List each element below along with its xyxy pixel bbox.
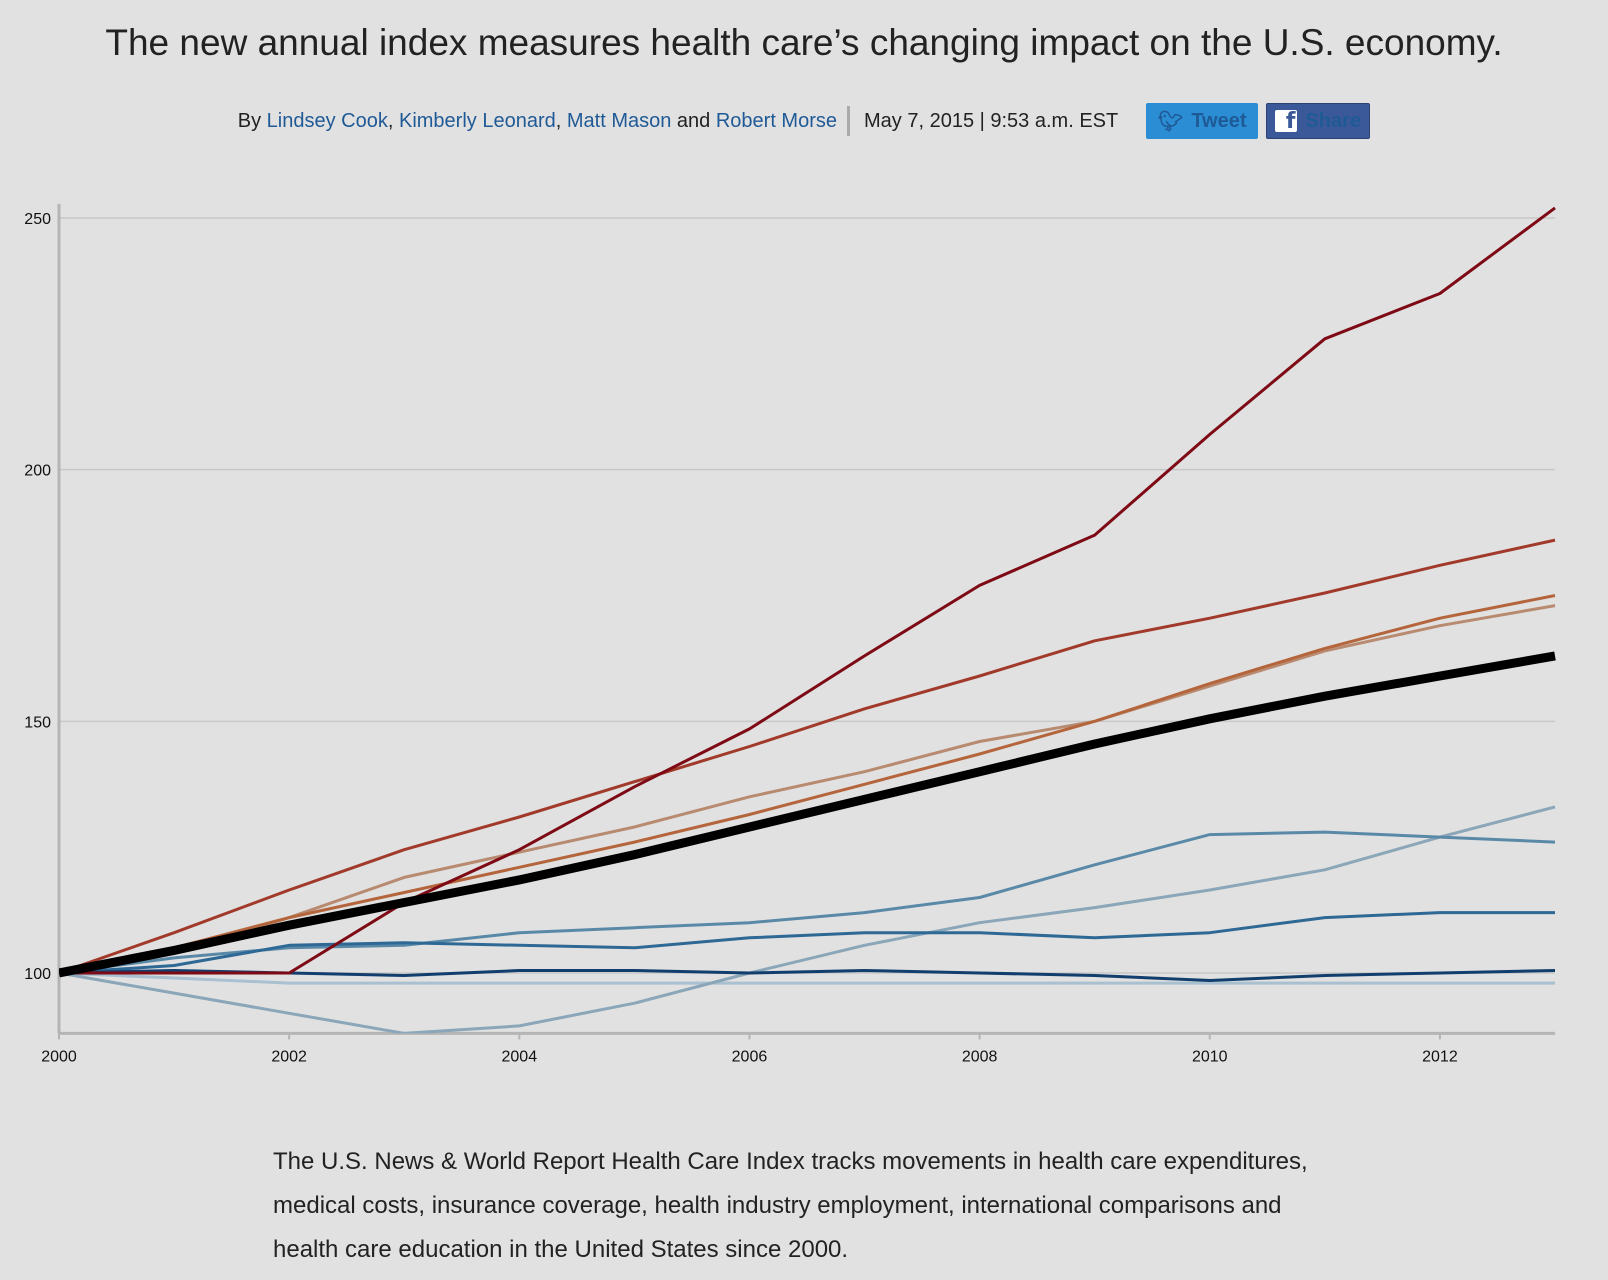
series-line-4 — [59, 911, 1555, 975]
byline-divider — [847, 106, 850, 136]
author-separator: , — [387, 109, 394, 132]
series-line-3 — [59, 830, 1556, 975]
y-tick-label-150: 150 — [24, 714, 51, 731]
x-tick-label-2004: 2004 — [502, 1048, 538, 1065]
x-tick-label-2008: 2008 — [962, 1048, 998, 1065]
series-line-6 — [59, 604, 1556, 975]
tweet-label: Tweet — [1191, 109, 1247, 132]
share-label: Share — [1305, 109, 1362, 132]
share-button[interactable]: f Share — [1266, 103, 1371, 139]
byline-and: and — [676, 109, 711, 132]
x-tick-label-2012: 2012 — [1422, 1048, 1458, 1065]
author-separator: , — [555, 109, 562, 132]
x-tick-label-2006: 2006 — [732, 1048, 768, 1065]
author-link-robert-morse[interactable]: Robert Morse — [715, 109, 837, 132]
byline: By Lindsey Cook, Kimberly Leonard, Matt … — [0, 103, 1608, 139]
facebook-f-icon: f — [1275, 110, 1298, 132]
x-tick-label-2010: 2010 — [1192, 1048, 1228, 1065]
y-tick-label-200: 200 — [24, 463, 51, 480]
series-line-10 — [59, 651, 1556, 978]
line-chart: 100 150 200 250 2000 2002 2004 2006 2008 2010 2012 — [24, 203, 1556, 1065]
twitter-bird-icon: 🐦︎ — [1157, 110, 1184, 133]
series-line-8 — [59, 538, 1556, 975]
publish-date: May 7, 2015 | 9:53 a.m. EST — [864, 109, 1119, 132]
headline: The new annual index measures health car… — [105, 22, 1503, 63]
author-link-matt-mason[interactable]: Matt Mason — [566, 109, 672, 132]
y-tick-label-250: 250 — [24, 211, 51, 228]
tweet-button[interactable]: 🐦︎ Tweet — [1146, 103, 1259, 139]
x-tick-label-2000: 2000 — [41, 1048, 77, 1065]
y-tick-label-100: 100 — [24, 966, 51, 983]
series-line-5 — [59, 969, 1556, 982]
author-link-kimberly-leonard[interactable]: Kimberly Leonard — [398, 109, 556, 132]
series-line-2 — [59, 805, 1556, 1034]
chart-caption: The U.S. News & World Report Health Care… — [273, 1148, 1308, 1263]
series-line-1 — [59, 971, 1555, 985]
byline-by: By — [237, 109, 262, 132]
x-tick-label-2002: 2002 — [271, 1048, 307, 1065]
series-line-9 — [59, 206, 1556, 975]
series-line-7 — [59, 594, 1556, 975]
author-link-lindsey-cook[interactable]: Lindsey Cook — [266, 109, 388, 132]
